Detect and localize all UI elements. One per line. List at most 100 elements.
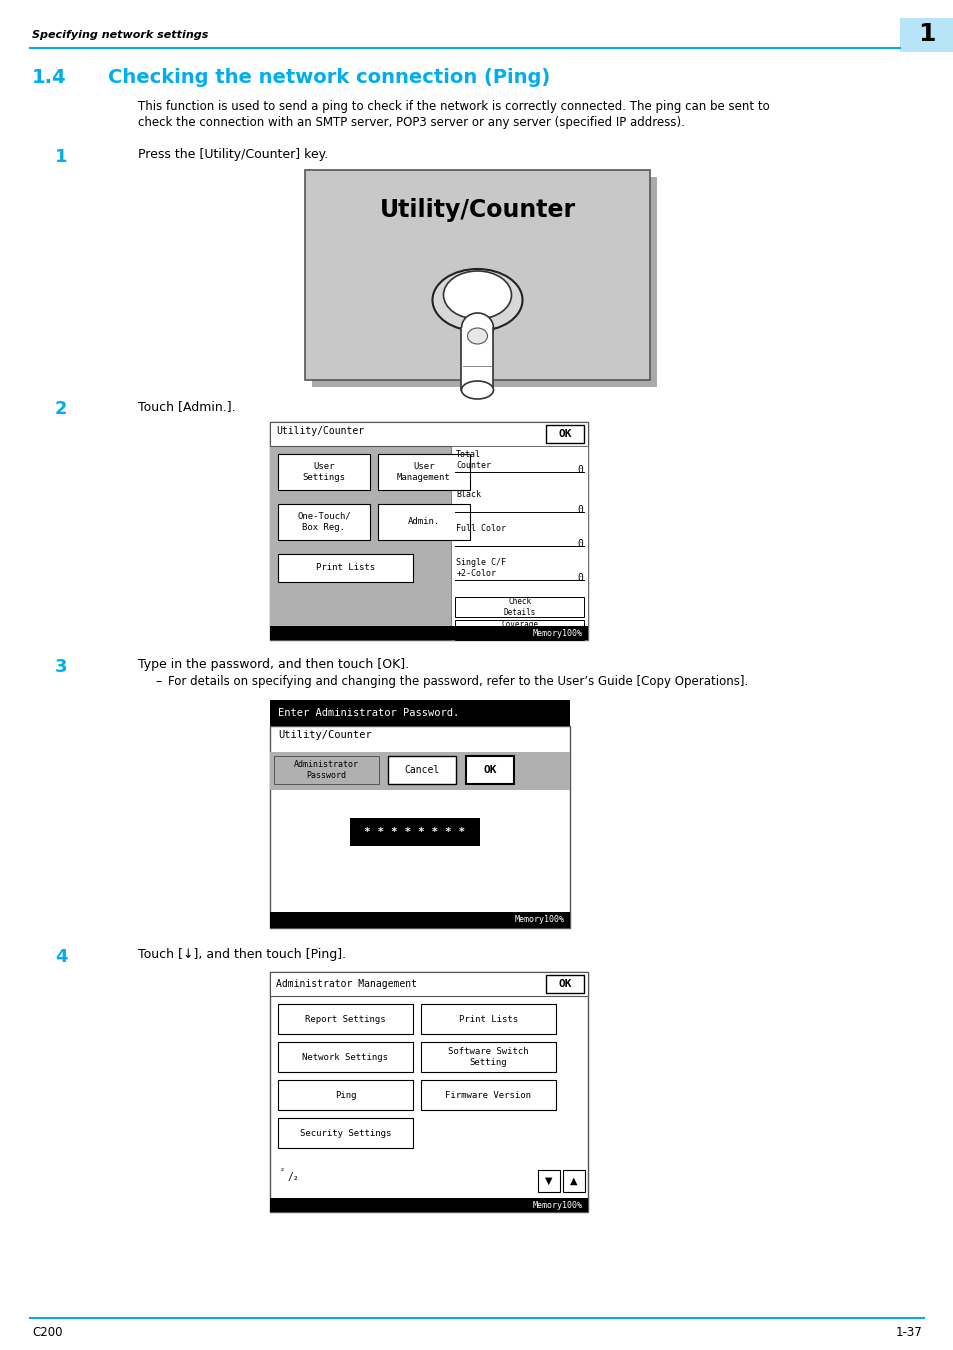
Bar bbox=[270, 423, 587, 640]
Bar bbox=[350, 818, 479, 846]
Bar bbox=[270, 626, 587, 640]
Bar bbox=[305, 170, 649, 379]
Text: Checking the network connection (Ping): Checking the network connection (Ping) bbox=[108, 68, 550, 86]
Text: /₂: /₂ bbox=[288, 1172, 299, 1183]
Text: 0: 0 bbox=[577, 572, 582, 583]
Text: check the connection with an SMTP server, POP3 server or any server (specified I: check the connection with an SMTP server… bbox=[138, 116, 684, 130]
Bar bbox=[277, 554, 413, 582]
Bar bbox=[545, 425, 583, 443]
Text: Touch [↓], and then touch [Ping].: Touch [↓], and then touch [Ping]. bbox=[138, 948, 346, 961]
Text: 4: 4 bbox=[55, 948, 68, 967]
Text: Utility/Counter: Utility/Counter bbox=[275, 427, 364, 436]
Bar bbox=[451, 446, 587, 640]
Text: 2: 2 bbox=[55, 400, 68, 418]
Text: Black: Black bbox=[456, 490, 480, 500]
Text: Check
Details: Check Details bbox=[503, 597, 536, 617]
Bar bbox=[377, 454, 470, 490]
Bar bbox=[388, 756, 456, 784]
Bar bbox=[270, 972, 587, 996]
Bar bbox=[277, 1080, 413, 1110]
Bar bbox=[420, 1042, 556, 1072]
Bar bbox=[455, 597, 583, 617]
Text: –: – bbox=[154, 675, 161, 688]
Text: Coverage
Rate: Coverage Rate bbox=[500, 620, 537, 640]
Text: 1.4: 1.4 bbox=[32, 68, 67, 86]
Text: 3: 3 bbox=[55, 657, 68, 676]
Bar bbox=[537, 1170, 559, 1192]
Text: Utility/Counter: Utility/Counter bbox=[277, 730, 372, 740]
Ellipse shape bbox=[461, 313, 493, 343]
Ellipse shape bbox=[443, 271, 511, 319]
Text: One-Touch/
Box Reg.: One-Touch/ Box Reg. bbox=[296, 512, 351, 532]
Bar bbox=[277, 1118, 413, 1148]
Text: For details on specifying and changing the password, refer to the User’s Guide [: For details on specifying and changing t… bbox=[168, 675, 747, 688]
Bar bbox=[277, 1004, 413, 1034]
Bar bbox=[270, 701, 569, 726]
Text: Memory100%: Memory100% bbox=[515, 915, 564, 925]
Text: Enter Administrator Password.: Enter Administrator Password. bbox=[277, 707, 458, 718]
Bar bbox=[270, 423, 587, 446]
Text: * * * * * * * *: * * * * * * * * bbox=[364, 828, 465, 837]
Text: Network Settings: Network Settings bbox=[302, 1053, 388, 1061]
Text: Administrator Management: Administrator Management bbox=[275, 979, 416, 990]
Text: OK: OK bbox=[558, 429, 571, 439]
Text: OK: OK bbox=[483, 765, 497, 775]
Text: Ping: Ping bbox=[335, 1091, 355, 1099]
Bar bbox=[270, 752, 569, 790]
Bar bbox=[270, 972, 587, 1212]
Text: Memory100%: Memory100% bbox=[533, 629, 582, 637]
Text: Memory100%: Memory100% bbox=[533, 1200, 582, 1210]
Text: Press the [Utility/Counter] key.: Press the [Utility/Counter] key. bbox=[138, 148, 328, 161]
Text: Print Lists: Print Lists bbox=[315, 563, 375, 572]
Bar bbox=[420, 1004, 556, 1034]
Text: Type in the password, and then touch [OK].: Type in the password, and then touch [OK… bbox=[138, 657, 409, 671]
Text: Admin.: Admin. bbox=[408, 517, 439, 526]
Text: 0: 0 bbox=[577, 464, 582, 475]
Bar bbox=[465, 756, 514, 784]
Bar bbox=[270, 913, 569, 927]
Bar bbox=[312, 177, 657, 387]
Text: Print Lists: Print Lists bbox=[458, 1014, 517, 1023]
Text: Utility/Counter: Utility/Counter bbox=[379, 198, 575, 221]
Text: 1: 1 bbox=[918, 22, 935, 46]
Ellipse shape bbox=[432, 269, 522, 331]
Bar bbox=[270, 726, 569, 927]
Text: User
Management: User Management bbox=[396, 462, 451, 482]
Text: Total
Counter: Total Counter bbox=[456, 450, 491, 470]
Text: OK: OK bbox=[558, 979, 571, 990]
Text: Cancel: Cancel bbox=[404, 765, 439, 775]
Ellipse shape bbox=[461, 381, 493, 400]
Bar bbox=[270, 446, 451, 640]
Text: Report Settings: Report Settings bbox=[305, 1014, 385, 1023]
Bar bbox=[277, 504, 370, 540]
Text: 1: 1 bbox=[55, 148, 68, 166]
Text: Administrator
Password: Administrator Password bbox=[294, 760, 358, 780]
Text: This function is used to send a ping to check if the network is correctly connec: This function is used to send a ping to … bbox=[138, 100, 769, 113]
Bar bbox=[377, 504, 470, 540]
Text: C200: C200 bbox=[32, 1326, 63, 1339]
Text: Touch [Admin.].: Touch [Admin.]. bbox=[138, 400, 235, 413]
Ellipse shape bbox=[467, 328, 487, 344]
Bar bbox=[461, 328, 493, 390]
Text: ▼: ▼ bbox=[545, 1176, 552, 1187]
Bar bbox=[277, 454, 370, 490]
Bar bbox=[899, 18, 953, 53]
Text: Security Settings: Security Settings bbox=[299, 1129, 391, 1138]
Bar bbox=[562, 1170, 584, 1192]
Text: 0: 0 bbox=[577, 539, 582, 549]
Text: ▲: ▲ bbox=[570, 1176, 578, 1187]
Text: Software Switch
Setting: Software Switch Setting bbox=[448, 1048, 528, 1067]
Text: 1-37: 1-37 bbox=[894, 1326, 921, 1339]
Bar bbox=[455, 620, 583, 640]
Text: Full Color: Full Color bbox=[456, 524, 506, 533]
Text: ²: ² bbox=[280, 1166, 285, 1176]
Text: Single C/F
+2-Color: Single C/F +2-Color bbox=[456, 558, 506, 578]
Bar bbox=[545, 975, 583, 994]
Text: 0: 0 bbox=[577, 505, 582, 514]
Bar bbox=[420, 1080, 556, 1110]
Text: Specifying network settings: Specifying network settings bbox=[32, 30, 208, 40]
Bar bbox=[270, 1197, 587, 1212]
Bar bbox=[274, 756, 378, 784]
Text: Firmware Version: Firmware Version bbox=[445, 1091, 531, 1099]
Bar bbox=[277, 1042, 413, 1072]
